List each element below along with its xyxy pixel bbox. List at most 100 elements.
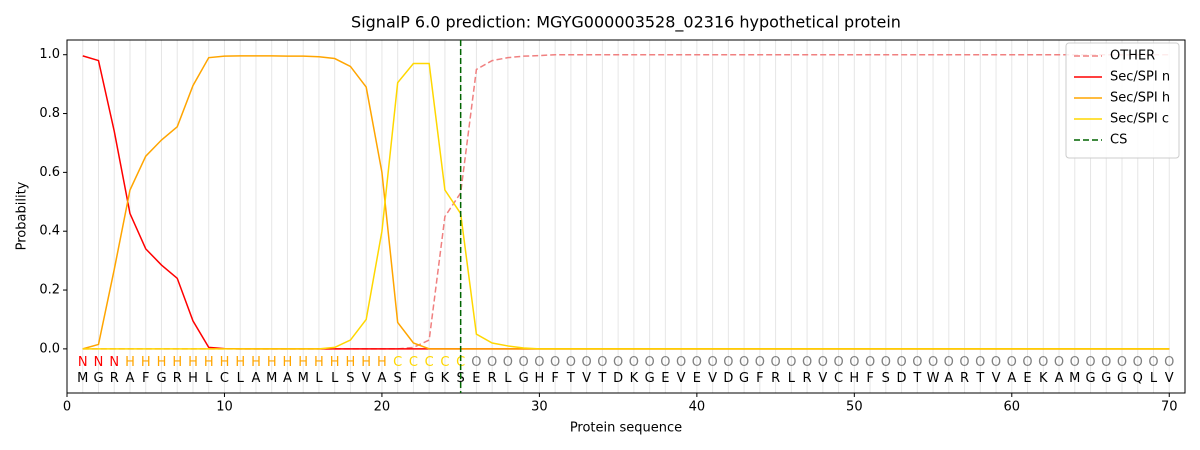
legend-label: Sec/SPI c: [1110, 112, 1169, 127]
region-label: N: [109, 355, 119, 370]
legend-box: [1065, 42, 1180, 159]
region-label: C: [425, 355, 434, 370]
y-tick-label: 0.4: [39, 224, 60, 239]
residue-letter: V: [677, 371, 686, 386]
region-label: O: [707, 355, 717, 370]
region-label: H: [204, 355, 214, 370]
residue-letter: V: [708, 371, 717, 386]
residue-letter: R: [803, 371, 812, 386]
region-label: O: [566, 355, 576, 370]
x-tick-label: 20: [374, 400, 391, 415]
y-tick-label: 1.0: [39, 47, 60, 62]
region-label: O: [1164, 355, 1174, 370]
region-label: H: [283, 355, 293, 370]
y-axis-label: Probability: [15, 181, 30, 250]
chart-title: SignalP 6.0 prediction: MGYG000003528_02…: [351, 13, 901, 33]
region-label: O: [660, 355, 670, 370]
region-label: O: [1085, 355, 1095, 370]
residue-letter: L: [237, 371, 245, 386]
residue-letter: H: [188, 371, 198, 386]
legend-label: OTHER: [1110, 49, 1155, 64]
x-tick-label: 70: [1161, 400, 1178, 415]
residue-letter: K: [630, 371, 639, 386]
region-label: O: [676, 355, 686, 370]
residue-letter: F: [142, 371, 149, 386]
region-label: O: [471, 355, 481, 370]
residue-letter: G: [93, 371, 103, 386]
residue-letter: V: [362, 371, 371, 386]
residue-letter: S: [346, 371, 354, 386]
region-label: O: [723, 355, 733, 370]
residue-letter: L: [205, 371, 213, 386]
region-label: O: [692, 355, 702, 370]
region-label: H: [220, 355, 230, 370]
region-label: O: [503, 355, 513, 370]
region-label: O: [1022, 355, 1032, 370]
residue-letter: A: [126, 371, 135, 386]
x-tick-label: 60: [1004, 400, 1021, 415]
residue-letter: F: [756, 371, 763, 386]
residue-letter: T: [975, 371, 984, 386]
region-label: H: [141, 355, 151, 370]
residue-letter: C: [220, 371, 229, 386]
region-label: O: [519, 355, 529, 370]
region-label: H: [172, 355, 182, 370]
x-tick-label: 0: [63, 400, 71, 415]
residue-letter: E: [472, 371, 480, 386]
residue-letter: C: [834, 371, 843, 386]
region-label: H: [125, 355, 135, 370]
residue-letter: L: [788, 371, 796, 386]
y-tick-label: 0.6: [39, 165, 60, 180]
region-label: O: [1070, 355, 1080, 370]
region-label: H: [346, 355, 356, 370]
residue-letter: F: [410, 371, 417, 386]
region-label: O: [1101, 355, 1111, 370]
region-label: H: [157, 355, 167, 370]
plot-frame: [66, 39, 1186, 394]
x-tick-label: 30: [531, 400, 548, 415]
region-label: O: [912, 355, 922, 370]
residue-letter: S: [394, 371, 402, 386]
residue-letter: G: [645, 371, 655, 386]
region-label: H: [251, 355, 261, 370]
residue-letter: D: [613, 371, 623, 386]
region-label: O: [645, 355, 655, 370]
region-label: C: [440, 355, 449, 370]
residue-letter: E: [693, 371, 701, 386]
residue-letter: R: [960, 371, 969, 386]
region-label: O: [833, 355, 843, 370]
region-label: H: [314, 355, 324, 370]
y-tick-label: 0.0: [39, 341, 60, 356]
residue-letter: M: [77, 371, 88, 386]
region-label: O: [975, 355, 985, 370]
region-label: O: [896, 355, 906, 370]
region-label: O: [786, 355, 796, 370]
region-label: O: [597, 355, 607, 370]
legend: OTHER Sec/SPI n Sec/SPI h Sec/SPI c CS: [1065, 42, 1180, 159]
x-axis-label: Protein sequence: [570, 421, 682, 436]
residue-letter: R: [110, 371, 119, 386]
residue-letter: V: [582, 371, 591, 386]
x-tick-label: 40: [689, 400, 706, 415]
region-label: H: [377, 355, 387, 370]
legend-label: CS: [1110, 133, 1127, 148]
residue-letter: L: [331, 371, 339, 386]
residue-letter: K: [441, 371, 450, 386]
residue-letter: G: [1101, 371, 1111, 386]
residue-letter: H: [535, 371, 545, 386]
residue-letter: V: [818, 371, 827, 386]
region-label: O: [487, 355, 497, 370]
residue-letter: E: [1023, 371, 1031, 386]
region-label: O: [928, 355, 938, 370]
residue-letter: G: [1085, 371, 1095, 386]
residue-letter: A: [283, 371, 292, 386]
y-tick-label: 0.2: [39, 283, 60, 298]
region-label: O: [818, 355, 828, 370]
region-label: O: [1117, 355, 1127, 370]
region-label: O: [802, 355, 812, 370]
residue-letter: W: [927, 371, 940, 386]
legend-label: Sec/SPI n: [1110, 70, 1170, 85]
region-label: H: [188, 355, 198, 370]
residue-letter: A: [1007, 371, 1016, 386]
